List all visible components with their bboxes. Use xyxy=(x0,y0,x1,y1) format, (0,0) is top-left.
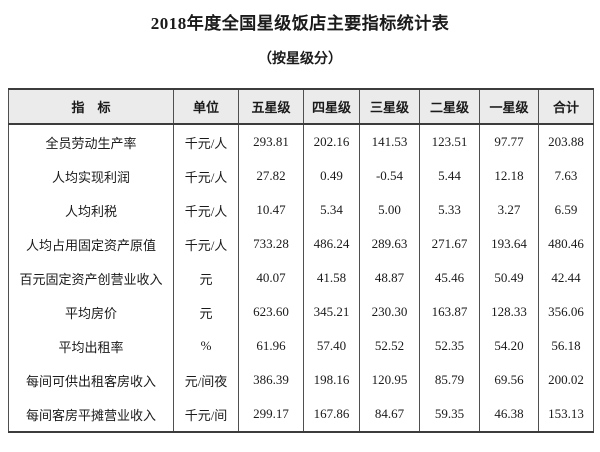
value-cell: 345.21 xyxy=(303,295,360,329)
value-cell: 733.28 xyxy=(238,227,304,261)
value-cell: 61.96 xyxy=(238,329,304,363)
value-cell: 5.34 xyxy=(303,193,360,227)
table-row: 平均房价元 623.60 345.21 230.30 163.87 128.33 356.0… xyxy=(8,295,594,329)
unit-cell: 千元/人 xyxy=(173,227,239,261)
indicator-cell: 百元固定资产创营业收入 xyxy=(8,261,174,295)
value-cell: 12.18 xyxy=(479,159,539,193)
unit-cell: 千元/人 xyxy=(173,124,239,159)
value-cell: 97.77 xyxy=(479,124,539,159)
value-cell: 386.39 xyxy=(238,363,304,397)
unit-cell: 千元/间 xyxy=(173,397,239,432)
value-cell: 48.87 xyxy=(359,261,420,295)
value-cell: 141.53 xyxy=(359,124,420,159)
value-cell: 54.20 xyxy=(479,329,539,363)
table-row: 每间可供出租客房收入 元/间夜 386.39 198.16 120.95 85.79 69.… xyxy=(8,363,594,397)
value-cell: 69.56 xyxy=(479,363,539,397)
table-row: 人均占用固定资产原值 千元/人 733.28 486.24 289.63 271.67 19… xyxy=(8,227,594,261)
table-row: 全员劳动生产率 千元/人 293.81 202.16 141.53 123.51 97.77… xyxy=(8,124,594,159)
value-cell: 0.49 xyxy=(303,159,360,193)
value-cell: 7.63 xyxy=(538,159,594,193)
unit-cell: 元 xyxy=(173,261,239,295)
indicator-cell: 人均占用固定资产原值 xyxy=(8,227,174,261)
table-header-row: 指 标 单位 五星级 四星级 三星级 二星级 一星级 合计 xyxy=(8,89,594,125)
header-three-star: 三星级 xyxy=(359,89,420,125)
value-cell: 5.00 xyxy=(359,193,420,227)
header-indicator: 指 标 xyxy=(8,89,174,125)
value-cell: 356.06 xyxy=(538,295,594,329)
unit-cell: % xyxy=(173,329,239,363)
value-cell: 27.82 xyxy=(238,159,304,193)
value-cell: 6.59 xyxy=(538,193,594,227)
value-cell: 167.86 xyxy=(303,397,360,432)
page-subtitle: （按星级分） xyxy=(258,52,342,67)
unit-cell: 千元/人 xyxy=(173,159,239,193)
header-one-star: 一星级 xyxy=(479,89,539,125)
header-unit: 单位 xyxy=(173,89,239,125)
value-cell: 153.13 xyxy=(538,397,594,432)
value-cell: 42.44 xyxy=(538,261,594,295)
value-cell: 203.88 xyxy=(538,124,594,159)
table-row: 人均实现利润 千元/人 27.82 0.49 -0.54 5.44 12.18 7.63 xyxy=(8,159,594,193)
value-cell: 163.87 xyxy=(419,295,480,329)
value-cell: 198.16 xyxy=(303,363,360,397)
table-row: 每间客房平摊营业收入 千元/间 299.17 167.86 84.67 59.35 46.3… xyxy=(8,397,594,432)
value-cell: 128.33 xyxy=(479,295,539,329)
value-cell: 5.33 xyxy=(419,193,480,227)
value-cell: 45.46 xyxy=(419,261,480,295)
value-cell: 480.46 xyxy=(538,227,594,261)
value-cell: 202.16 xyxy=(303,124,360,159)
value-cell: 40.07 xyxy=(238,261,304,295)
table-row: 平均出租率% 61.96 57.40 52.52 52.35 54.20 56.18 xyxy=(8,329,594,363)
indicator-cell: 平均房价 xyxy=(8,295,174,329)
table-row: 人均利税 千元/人 10.47 5.34 5.00 5.33 3.27 6.59 xyxy=(8,193,594,227)
value-cell: 59.35 xyxy=(419,397,480,432)
unit-cell: 元/间夜 xyxy=(173,363,239,397)
header-five-star: 五星级 xyxy=(238,89,304,125)
table-body: 全员劳动生产率 千元/人 293.81 202.16 141.53 123.51 97.77… xyxy=(8,124,594,432)
value-cell: 46.38 xyxy=(479,397,539,432)
indicator-cell: 人均实现利润 xyxy=(8,159,174,193)
value-cell: 57.40 xyxy=(303,329,360,363)
unit-cell: 千元/人 xyxy=(173,193,239,227)
header-total: 合计 xyxy=(538,89,594,125)
header-two-star: 二星级 xyxy=(419,89,480,125)
indicator-cell: 每间客房平摊营业收入 xyxy=(8,397,174,432)
value-cell: 56.18 xyxy=(538,329,594,363)
value-cell: 50.49 xyxy=(479,261,539,295)
value-cell: 52.35 xyxy=(419,329,480,363)
value-cell: 84.67 xyxy=(359,397,420,432)
value-cell: -0.54 xyxy=(359,159,420,193)
stats-table: 指 标 单位 五星级 四星级 三星级 二星级 一星级 合计 全员劳动生产率 千元/… xyxy=(8,88,594,433)
value-cell: 120.95 xyxy=(359,363,420,397)
indicator-cell: 全员劳动生产率 xyxy=(8,124,174,159)
value-cell: 293.81 xyxy=(238,124,304,159)
value-cell: 193.64 xyxy=(479,227,539,261)
value-cell: 271.67 xyxy=(419,227,480,261)
indicator-cell: 平均出租率 xyxy=(8,329,174,363)
value-cell: 85.79 xyxy=(419,363,480,397)
value-cell: 3.27 xyxy=(479,193,539,227)
value-cell: 200.02 xyxy=(538,363,594,397)
value-cell: 289.63 xyxy=(359,227,420,261)
unit-cell: 元 xyxy=(173,295,239,329)
value-cell: 52.52 xyxy=(359,329,420,363)
value-cell: 10.47 xyxy=(238,193,304,227)
indicator-cell: 每间可供出租客房收入 xyxy=(8,363,174,397)
value-cell: 486.24 xyxy=(303,227,360,261)
indicator-cell: 人均利税 xyxy=(8,193,174,227)
header-four-star: 四星级 xyxy=(303,89,360,125)
value-cell: 299.17 xyxy=(238,397,304,432)
value-cell: 123.51 xyxy=(419,124,480,159)
value-cell: 41.58 xyxy=(303,261,360,295)
table-row: 百元固定资产创营业收入元 40.07 41.58 48.87 45.46 50.49 42.… xyxy=(8,261,594,295)
value-cell: 5.44 xyxy=(419,159,480,193)
value-cell: 230.30 xyxy=(359,295,420,329)
page-title: 2018年度全国星级饭店主要指标统计表 xyxy=(150,14,450,33)
value-cell: 623.60 xyxy=(238,295,304,329)
